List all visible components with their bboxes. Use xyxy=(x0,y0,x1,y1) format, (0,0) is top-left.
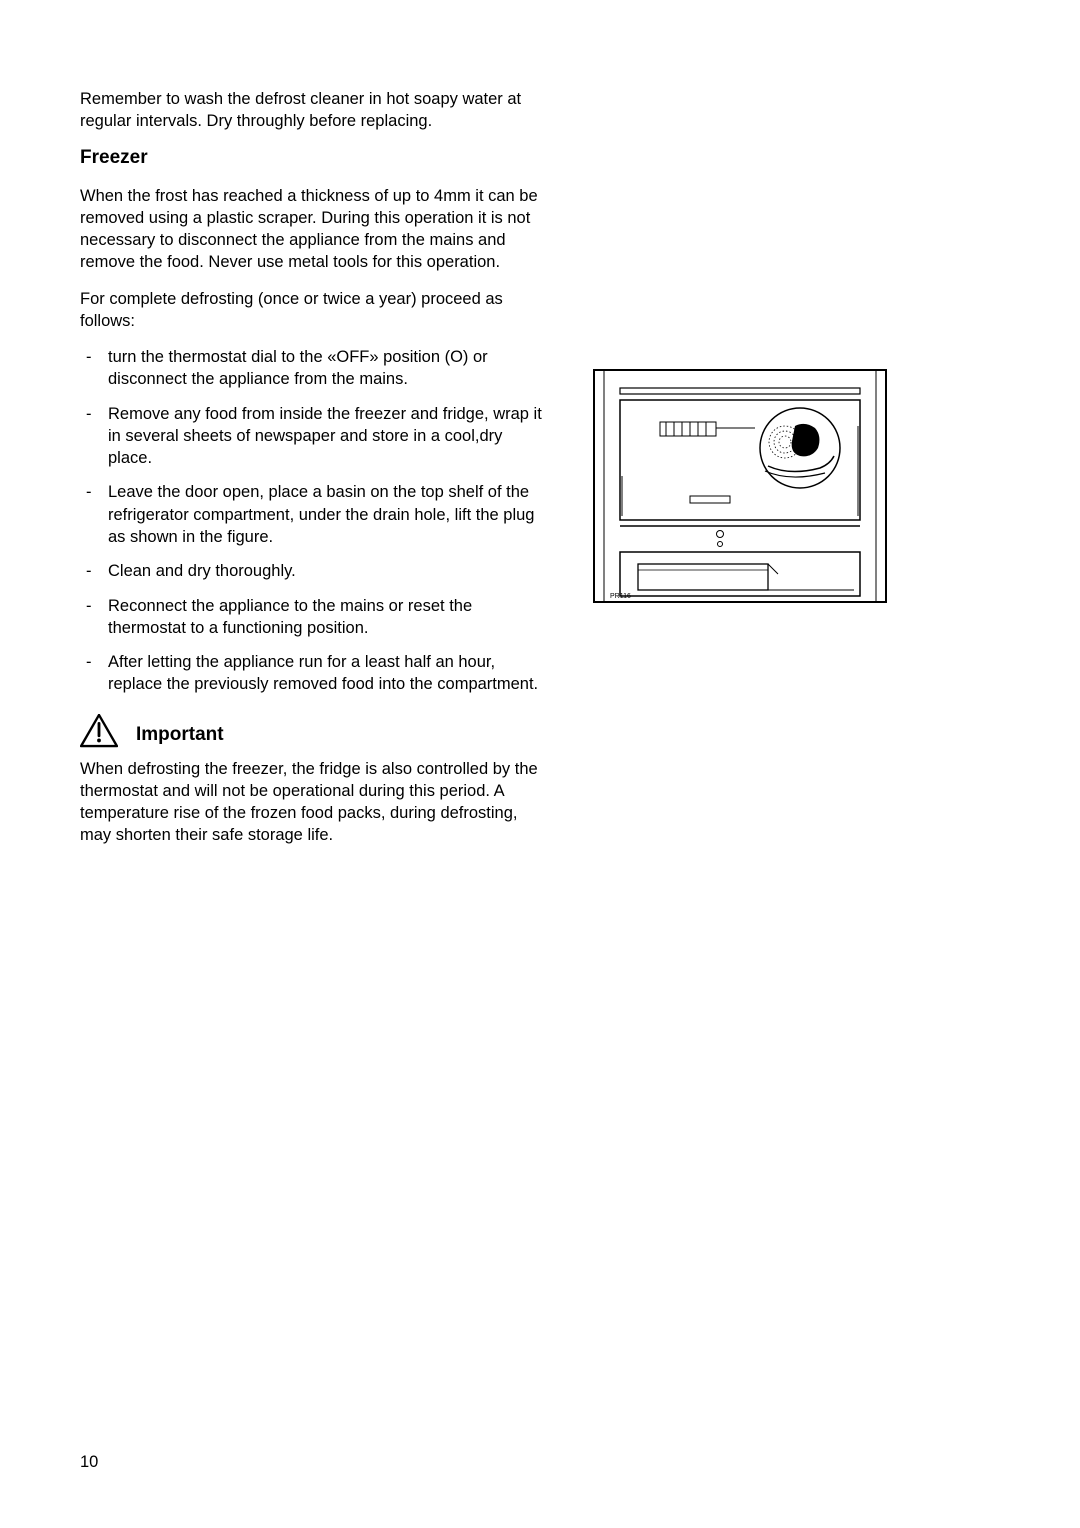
intro-paragraph: Remember to wash the defrost cleaner in … xyxy=(80,88,550,133)
left-column: Remember to wash the defrost cleaner in … xyxy=(80,88,550,861)
paragraph-2: For complete defrosting (once or twice a… xyxy=(80,288,550,333)
list-item: After letting the appliance run for a le… xyxy=(80,651,550,696)
list-item: Remove any food from inside the freezer … xyxy=(80,403,550,470)
page-number: 10 xyxy=(80,1453,98,1472)
list-item: Leave the door open, place a basin on th… xyxy=(80,481,550,548)
defrost-steps-list: turn the thermostat dial to the «OFF» po… xyxy=(80,346,550,695)
important-label: Important xyxy=(136,724,224,748)
list-item: Reconnect the appliance to the mains or … xyxy=(80,595,550,640)
section-title: Freezer xyxy=(80,147,550,169)
diagram-label: PR116 xyxy=(610,593,631,600)
list-item: turn the thermostat dial to the «OFF» po… xyxy=(80,346,550,391)
warning-icon xyxy=(80,714,118,748)
important-paragraph: When defrosting the freezer, the fridge … xyxy=(80,758,550,847)
important-heading-row: Important xyxy=(80,714,550,748)
list-item: Clean and dry thoroughly. xyxy=(80,560,550,582)
paragraph-1: When the frost has reached a thickness o… xyxy=(80,185,550,274)
freezer-diagram: PR116 xyxy=(590,366,890,606)
right-column: PR116 xyxy=(590,88,1000,861)
